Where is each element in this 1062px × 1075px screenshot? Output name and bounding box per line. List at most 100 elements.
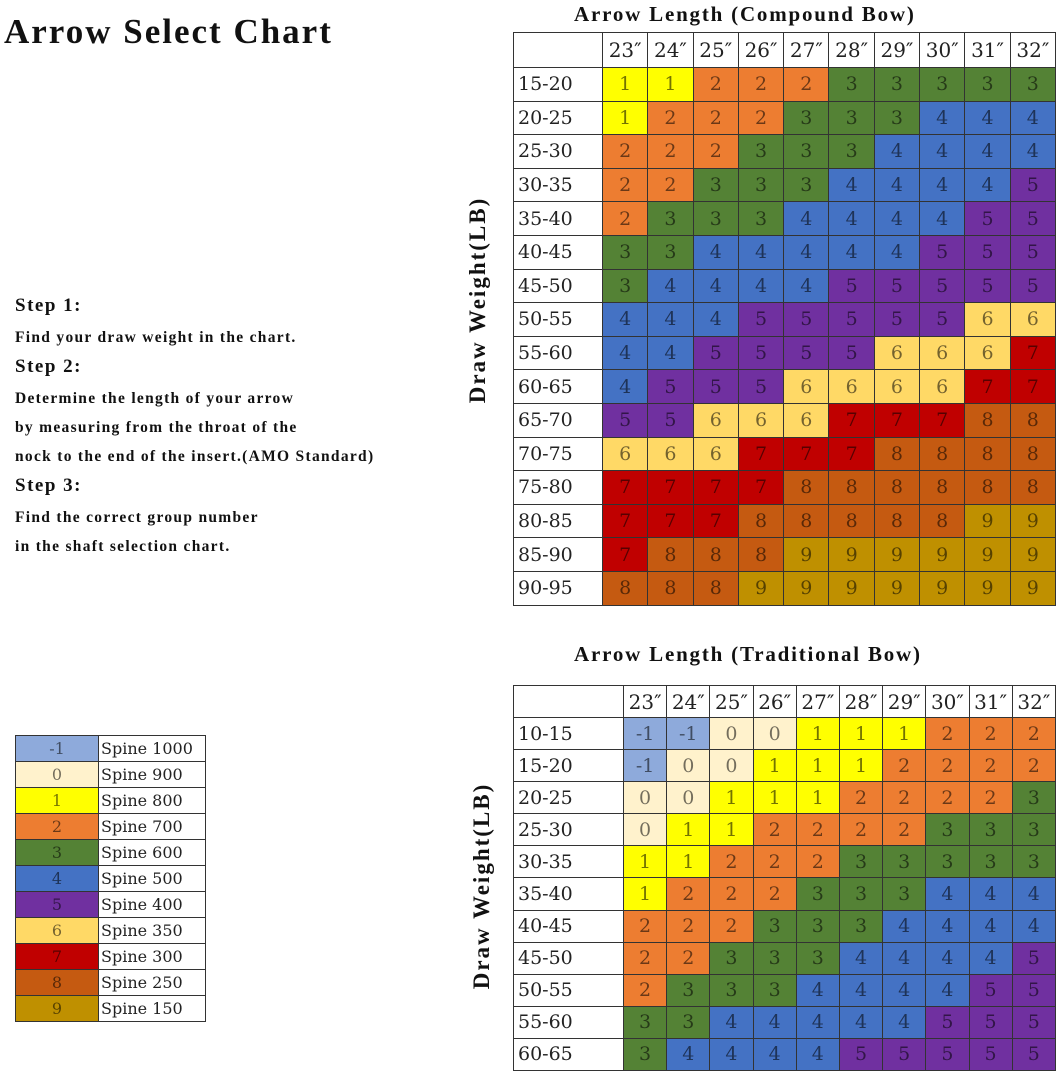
group-cell: 4 [925, 877, 970, 911]
table-row: 55-60 4 4 5 5 5 5 6 6 6 7 [513, 335, 1057, 371]
group-cell: 7 [692, 503, 739, 539]
column-header: 32″ [1011, 685, 1057, 718]
group-cell: 5 [873, 302, 921, 337]
group-cell: 2 [647, 100, 694, 136]
group-cell: 2 [752, 813, 797, 847]
group-cell: 8 [919, 436, 966, 472]
table-row: 80-85 7 7 7 8 8 8 8 8 9 9 [513, 503, 1057, 539]
instructions: Step 1: Find your draw weight in the cha… [15, 295, 374, 565]
group-cell: 2 [692, 100, 739, 136]
step-1-heading: Step 1: [15, 295, 82, 316]
group-cell: 3 [838, 845, 884, 879]
step-3-heading: Step 3: [15, 475, 82, 496]
group-cell: 3 [622, 1037, 668, 1072]
group-cell: 4 [838, 1005, 884, 1039]
group-cell: 4 [882, 973, 927, 1007]
group-cell: 7 [601, 470, 649, 505]
legend-swatch: 5 [15, 891, 99, 918]
group-cell: 0 [622, 781, 668, 815]
table-row: 45-50 2 2 3 3 3 4 4 4 4 5 [513, 941, 1057, 975]
row-header: 75-80 [513, 470, 603, 505]
compound-table-title: Arrow Length (Compound Bow) [574, 2, 916, 26]
group-cell: 9 [828, 570, 875, 606]
legend-label: Spine 500 [98, 865, 206, 892]
group-cell: 1 [666, 845, 711, 879]
group-cell: 2 [647, 134, 694, 169]
group-cell: 3 [601, 234, 649, 270]
group-cell: 4 [919, 167, 966, 203]
row-header: 65-70 [513, 402, 603, 438]
group-cell: 3 [1011, 813, 1057, 847]
row-header: 85-90 [513, 537, 603, 572]
row-header: 40-45 [513, 234, 603, 270]
group-cell: 4 [873, 201, 921, 236]
group-cell: 4 [647, 335, 694, 371]
group-cell: 8 [873, 503, 921, 539]
row-header: 20-25 [513, 100, 603, 136]
group-cell: 1 [622, 845, 668, 879]
group-cell: 5 [964, 268, 1011, 304]
group-cell: 3 [737, 201, 785, 236]
legend-label: Spine 600 [98, 839, 206, 866]
step-3-text: Find the correct group number in the sha… [15, 509, 259, 555]
row-header: 70-75 [513, 436, 603, 472]
group-cell: 3 [1011, 845, 1057, 879]
group-cell: 4 [601, 369, 649, 404]
group-cell: 5 [964, 234, 1011, 270]
group-cell: 5 [1009, 167, 1057, 203]
group-cell: 9 [919, 537, 966, 572]
group-cell: 1 [601, 100, 649, 136]
group-cell: 3 [647, 201, 694, 236]
group-cell: 8 [601, 570, 649, 606]
table-row: 40-45 2 2 2 3 3 3 4 4 4 4 [513, 909, 1057, 943]
group-cell: 1 [622, 877, 668, 911]
table-row: 60-65 3 4 4 4 4 5 5 5 5 5 [513, 1037, 1057, 1072]
group-cell: 8 [1009, 470, 1057, 505]
group-cell: 4 [1011, 877, 1057, 911]
group-cell: 3 [964, 67, 1011, 102]
group-cell: 6 [692, 436, 739, 472]
group-cell: 5 [968, 1005, 1013, 1039]
row-header: 50-55 [513, 973, 624, 1007]
legend-label: Spine 400 [98, 891, 206, 918]
group-cell: 4 [882, 909, 927, 943]
group-cell: 2 [737, 67, 785, 102]
table-row: 15-20 -1 0 0 1 1 1 2 2 2 2 [513, 749, 1057, 783]
legend-swatch: 8 [15, 969, 99, 996]
group-cell: 1 [752, 749, 797, 783]
group-cell: -1 [622, 749, 668, 783]
group-cell: 3 [601, 268, 649, 304]
row-header: 90-95 [513, 570, 603, 606]
group-cell: 3 [752, 941, 797, 975]
group-cell: 4 [964, 100, 1011, 136]
group-cell: 4 [968, 909, 1013, 943]
group-cell: 3 [783, 100, 830, 136]
legend-row: 9 Spine 150 [15, 995, 206, 1022]
group-cell: 4 [925, 941, 970, 975]
table-row: 45-50 3 4 4 4 4 5 5 5 5 5 [513, 268, 1057, 304]
group-cell: 4 [828, 234, 875, 270]
group-cell: 2 [737, 100, 785, 136]
group-cell: 4 [919, 100, 966, 136]
group-cell: 4 [692, 268, 739, 304]
table-row: 30-35 1 1 2 2 2 3 3 3 3 3 [513, 845, 1057, 879]
group-cell: 6 [601, 436, 649, 472]
corner-cell [513, 32, 603, 68]
table-row: 75-80 7 7 7 7 8 8 8 8 8 8 [513, 470, 1057, 505]
group-cell: 5 [647, 369, 694, 404]
group-cell: 2 [968, 716, 1013, 751]
group-cell: 4 [666, 1037, 711, 1072]
group-cell: 1 [838, 716, 884, 751]
group-cell: 6 [783, 402, 830, 438]
group-cell: 3 [666, 1005, 711, 1039]
row-header: 30-35 [513, 845, 624, 879]
group-cell: 5 [783, 302, 830, 337]
column-header: 24″ [647, 32, 694, 68]
group-cell: 4 [1009, 100, 1057, 136]
group-cell: 5 [838, 1037, 884, 1072]
group-cell: 7 [737, 470, 785, 505]
group-cell: 9 [873, 537, 921, 572]
group-cell: 8 [737, 503, 785, 539]
group-cell: 4 [783, 268, 830, 304]
legend-row: -1 Spine 1000 [15, 735, 206, 762]
